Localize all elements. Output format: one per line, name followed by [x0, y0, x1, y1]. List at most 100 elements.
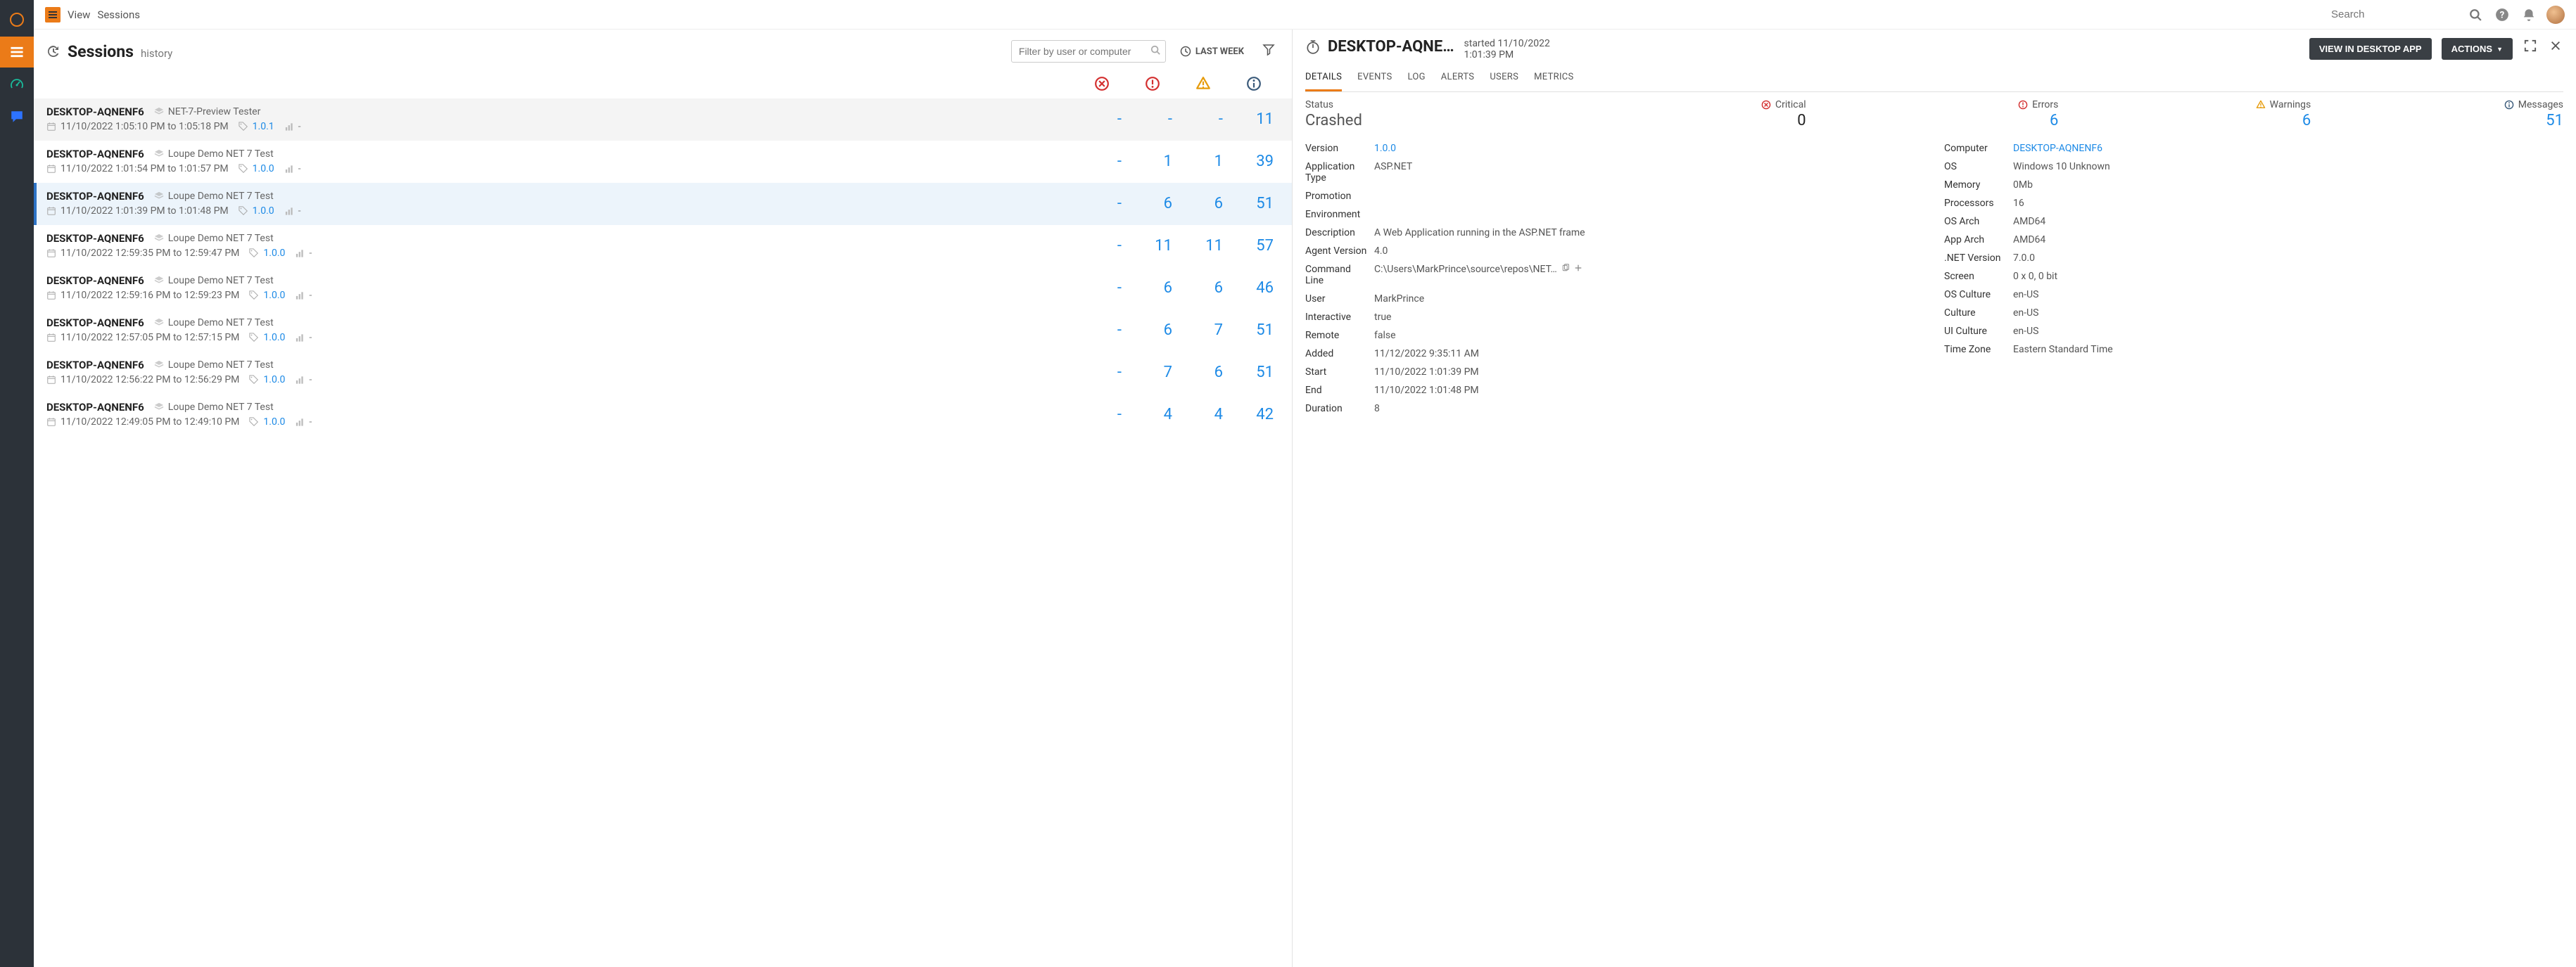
- session-time: 11/10/2022 1:01:39 PM to 1:01:48 PM: [46, 205, 229, 217]
- prop-row: Screen0 x 0, 0 bit: [1944, 267, 2563, 286]
- breadcrumb: View Sessions: [45, 7, 2323, 23]
- session-row[interactable]: DESKTOP-AQNENF6 Loupe Demo NET 7 Test 11…: [34, 309, 1292, 352]
- session-warnings[interactable]: 6: [1178, 195, 1229, 212]
- session-messages[interactable]: 51: [1229, 195, 1279, 212]
- session-warnings[interactable]: 6: [1178, 364, 1229, 381]
- session-messages[interactable]: 39: [1229, 153, 1279, 170]
- breadcrumb-section[interactable]: Sessions: [97, 8, 140, 21]
- prop-key: Screen: [1944, 271, 2007, 282]
- session-errors[interactable]: -: [1127, 110, 1178, 128]
- tab-users[interactable]: USERS: [1490, 68, 1518, 91]
- session-row[interactable]: DESKTOP-AQNENF6 Loupe Demo NET 7 Test 11…: [34, 352, 1292, 394]
- prop-row: App ArchAMD64: [1944, 231, 2563, 249]
- session-errors[interactable]: 1: [1127, 153, 1178, 170]
- session-errors[interactable]: 6: [1127, 321, 1178, 339]
- session-messages[interactable]: 51: [1229, 364, 1279, 381]
- session-messages[interactable]: 42: [1229, 406, 1279, 423]
- session-time: 11/10/2022 1:05:10 PM to 1:05:18 PM: [46, 121, 229, 132]
- expand-button[interactable]: [2523, 38, 2538, 53]
- prop-value[interactable]: DESKTOP-AQNENF6: [2013, 143, 2563, 154]
- session-critical[interactable]: -: [1077, 406, 1127, 423]
- session-row[interactable]: DESKTOP-AQNENF6 Loupe Demo NET 7 Test 11…: [34, 183, 1292, 225]
- session-warnings[interactable]: -: [1178, 110, 1229, 128]
- global-search-input[interactable]: [2331, 8, 2458, 20]
- session-computer: DESKTOP-AQNENF6: [46, 401, 144, 414]
- prop-key: Application Type: [1305, 161, 1369, 184]
- session-messages[interactable]: 57: [1229, 237, 1279, 255]
- session-critical[interactable]: -: [1077, 237, 1127, 255]
- session-version[interactable]: 1.0.0: [239, 163, 274, 174]
- breadcrumb-view[interactable]: View: [68, 8, 90, 21]
- prop-key: Command Line: [1305, 264, 1369, 286]
- session-critical[interactable]: -: [1077, 279, 1127, 297]
- session-warnings[interactable]: 7: [1178, 321, 1229, 339]
- session-critical[interactable]: -: [1077, 153, 1127, 170]
- help-icon[interactable]: [2493, 6, 2511, 24]
- session-warnings[interactable]: 11: [1178, 237, 1229, 255]
- add-icon[interactable]: [1574, 264, 1582, 275]
- session-errors[interactable]: 6: [1127, 279, 1178, 297]
- prop-value: Windows 10 Unknown: [2013, 161, 2563, 172]
- tab-events[interactable]: EVENTS: [1357, 68, 1392, 91]
- session-version[interactable]: 1.0.0: [239, 205, 274, 217]
- session-app: Loupe Demo NET 7 Test: [154, 402, 274, 413]
- session-warnings[interactable]: 6: [1178, 279, 1229, 297]
- session-version[interactable]: 1.0.1: [239, 121, 274, 132]
- prop-value: 11/12/2022 9:35:11 AM: [1374, 348, 1924, 359]
- session-version[interactable]: 1.0.0: [249, 416, 285, 428]
- session-critical[interactable]: -: [1077, 321, 1127, 339]
- breadcrumb-icon[interactable]: [45, 7, 61, 23]
- actions-button[interactable]: ACTIONS ▼: [2442, 38, 2513, 60]
- rail-dashboard[interactable]: [0, 69, 34, 100]
- prop-key: Interactive: [1305, 312, 1369, 323]
- session-row[interactable]: DESKTOP-AQNENF6 NET-7-Preview Tester 11/…: [34, 98, 1292, 141]
- session-version[interactable]: 1.0.0: [249, 290, 285, 301]
- session-computer: DESKTOP-AQNENF6: [46, 148, 144, 160]
- sessions-filter-input[interactable]: [1011, 40, 1166, 63]
- session-errors[interactable]: 6: [1127, 195, 1178, 212]
- session-row[interactable]: DESKTOP-AQNENF6 Loupe Demo NET 7 Test 11…: [34, 394, 1292, 436]
- prop-value: false: [1374, 330, 1924, 341]
- prop-value[interactable]: 1.0.0: [1374, 143, 1924, 154]
- session-row[interactable]: DESKTOP-AQNENF6 Loupe Demo NET 7 Test 11…: [34, 141, 1292, 183]
- session-errors[interactable]: 4: [1127, 406, 1178, 423]
- session-warnings[interactable]: 4: [1178, 406, 1229, 423]
- session-version[interactable]: 1.0.0: [249, 332, 285, 343]
- search-icon[interactable]: [2466, 6, 2485, 24]
- session-critical[interactable]: -: [1077, 110, 1127, 128]
- session-critical[interactable]: -: [1077, 195, 1127, 212]
- session-messages[interactable]: 46: [1229, 279, 1279, 297]
- tab-details[interactable]: DETAILS: [1305, 68, 1342, 91]
- search-icon[interactable]: [1150, 45, 1160, 58]
- filter-button[interactable]: [1258, 39, 1279, 63]
- session-messages[interactable]: 11: [1229, 110, 1279, 128]
- session-messages[interactable]: 51: [1229, 321, 1279, 339]
- session-warnings[interactable]: 1: [1178, 153, 1229, 170]
- rail-logo[interactable]: [0, 4, 34, 35]
- copy-icon[interactable]: [1561, 264, 1570, 275]
- tab-log[interactable]: LOG: [1407, 68, 1425, 91]
- avatar[interactable]: [2546, 6, 2565, 24]
- prop-value: A Web Application running in the ASP.NET…: [1374, 227, 1924, 238]
- notifications-icon[interactable]: [2520, 6, 2538, 24]
- session-version[interactable]: 1.0.0: [249, 374, 285, 385]
- rail-sessions[interactable]: [0, 37, 34, 68]
- stat-errors-value[interactable]: 6: [1810, 112, 2059, 129]
- time-range-button[interactable]: LAST WEEK: [1174, 41, 1250, 61]
- prop-row: Environment: [1305, 205, 1924, 224]
- session-row[interactable]: DESKTOP-AQNENF6 Loupe Demo NET 7 Test 11…: [34, 267, 1292, 309]
- tab-alerts[interactable]: ALERTS: [1441, 68, 1475, 91]
- session-critical[interactable]: -: [1077, 364, 1127, 381]
- tab-metrics[interactable]: METRICS: [1534, 68, 1573, 91]
- prop-row: Remotefalse: [1305, 326, 1924, 345]
- stat-warnings-value[interactable]: 6: [2062, 112, 2311, 129]
- session-app: Loupe Demo NET 7 Test: [154, 275, 274, 286]
- rail-feedback[interactable]: [0, 101, 34, 132]
- view-desktop-button[interactable]: VIEW IN DESKTOP APP: [2309, 38, 2432, 60]
- session-errors[interactable]: 11: [1127, 237, 1178, 255]
- stat-messages-value[interactable]: 51: [2315, 112, 2563, 129]
- session-errors[interactable]: 7: [1127, 364, 1178, 381]
- close-button[interactable]: [2548, 38, 2563, 53]
- session-version[interactable]: 1.0.0: [249, 248, 285, 259]
- session-row[interactable]: DESKTOP-AQNENF6 Loupe Demo NET 7 Test 11…: [34, 225, 1292, 267]
